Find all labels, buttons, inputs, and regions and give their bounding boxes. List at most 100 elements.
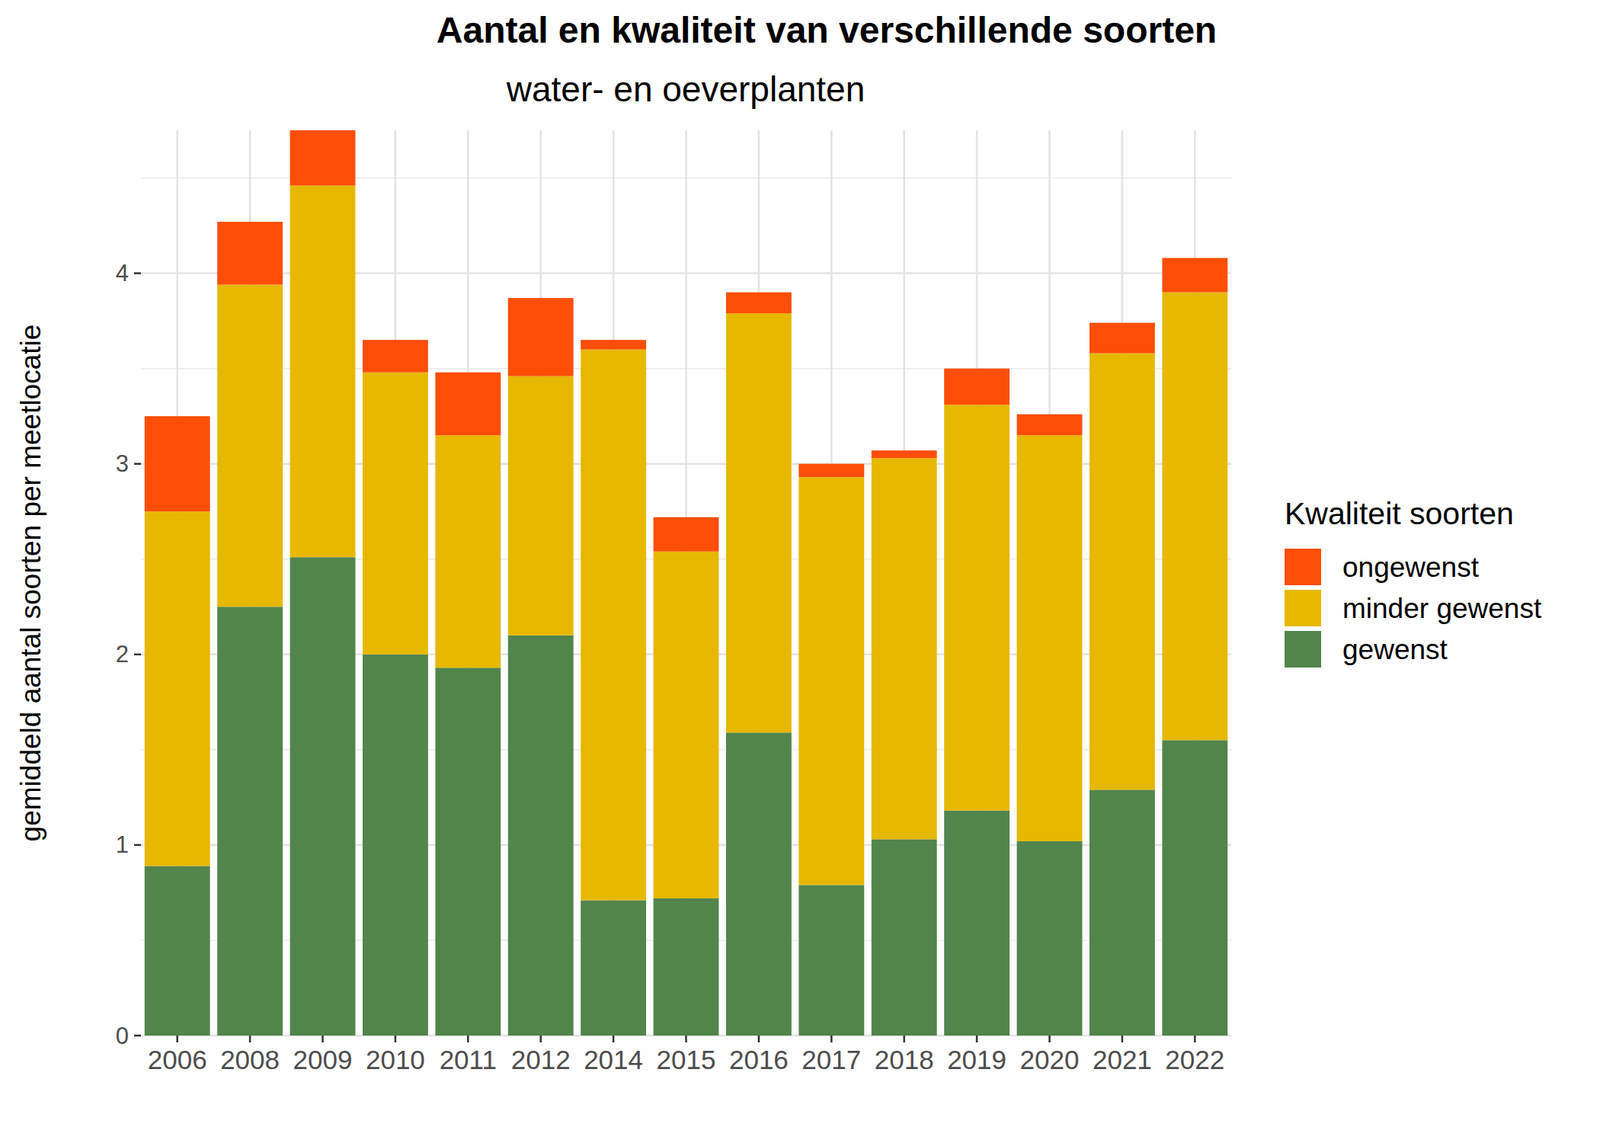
bar: [653, 551, 720, 899]
bar: [1161, 258, 1228, 293]
bar: [362, 372, 429, 655]
y-tick: [134, 1034, 141, 1037]
x-tick-label: 2022: [1164, 1044, 1225, 1075]
bar: [798, 884, 864, 1036]
y-tick-label: 2: [115, 640, 129, 668]
x-tick-label: 2018: [874, 1044, 935, 1075]
bar: [798, 464, 864, 478]
axes: 0 1 2 3 4 2006 2008 2009 2010 2011 2012 2014 2015 201…: [115, 259, 1225, 1075]
legend: Kwaliteit soorten ongewenst minder gewenst…: [1284, 496, 1543, 668]
background: [0, 0, 1600, 1143]
x-tick-label: 2008: [220, 1044, 280, 1075]
x-tick: [684, 1035, 688, 1043]
chart: 0 1 2 3 4 2006 2008 2009 2010 2011 2012 2014 2015 201…: [0, 0, 1600, 1143]
x-tick-label: 2012: [511, 1044, 571, 1075]
bar: [435, 667, 501, 1036]
bar: [508, 376, 574, 636]
bar: [362, 654, 429, 1036]
bar: [726, 292, 792, 314]
bar: [144, 511, 211, 866]
x-tick: [321, 1035, 324, 1043]
bar: [653, 517, 720, 552]
x-tick: [467, 1035, 470, 1043]
legend-key: [1284, 589, 1322, 627]
bar: [653, 898, 720, 1036]
bar: [1161, 739, 1228, 1036]
bar: [508, 635, 574, 1036]
bars: [144, 130, 1228, 1036]
y-tick-label: 4: [115, 259, 129, 287]
legend-key: [1284, 630, 1322, 668]
bar: [798, 476, 864, 885]
x-tick: [249, 1035, 252, 1043]
subtitle: water- en oeverplanten: [505, 69, 866, 109]
bar: [1161, 292, 1228, 741]
x-tick-label: 2017: [801, 1044, 861, 1075]
x-tick-label: 2006: [147, 1044, 208, 1075]
bar: [1017, 414, 1083, 436]
x-tick-label: 2019: [947, 1044, 1007, 1075]
bar: [580, 899, 647, 1036]
bar: [944, 404, 1010, 811]
x-tick: [902, 1035, 906, 1043]
x-tick: [1048, 1035, 1051, 1043]
x-tick-label: 2021: [1092, 1044, 1152, 1075]
x-tick-label: 2015: [656, 1044, 717, 1075]
bar: [508, 297, 574, 377]
x-tick-label: 2016: [729, 1044, 789, 1075]
bar: [144, 865, 211, 1036]
bar: [580, 349, 647, 901]
x-tick-label: 2009: [293, 1044, 353, 1075]
title: Aantal en kwaliteit van verschillende so…: [436, 9, 1217, 51]
x-tick-label: 2020: [1020, 1044, 1080, 1075]
y-tick: [134, 844, 141, 847]
legend-key: [1284, 548, 1322, 586]
y-tick-label: 3: [115, 450, 129, 477]
bar: [290, 556, 356, 1036]
bar: [144, 416, 211, 512]
x-tick: [1121, 1035, 1124, 1043]
y-tick-label: 0: [115, 1022, 129, 1050]
x-tick: [176, 1035, 179, 1043]
bar: [944, 810, 1010, 1036]
bar: [871, 450, 938, 458]
legend-label: ongewenst: [1342, 551, 1480, 583]
x-tick: [394, 1035, 397, 1043]
bar: [580, 339, 647, 350]
bar: [726, 313, 792, 733]
bar: [871, 838, 938, 1036]
bar: [217, 284, 283, 608]
y-tick: [134, 462, 141, 465]
x-tick: [612, 1035, 615, 1043]
x-tick: [976, 1035, 979, 1043]
bar: [1089, 789, 1156, 1036]
bar: [435, 372, 501, 436]
bar: [944, 368, 1010, 406]
legend-label: gewenst: [1342, 633, 1449, 666]
legend-title: Kwaliteit soorten: [1284, 496, 1514, 532]
bar: [290, 185, 356, 558]
y-tick: [134, 653, 141, 656]
bar: [362, 339, 429, 373]
x-tick: [1193, 1035, 1197, 1043]
bar: [435, 435, 501, 668]
bar: [290, 130, 356, 186]
bar: [726, 732, 792, 1036]
x-tick: [539, 1035, 542, 1043]
legend-label: minder gewenst: [1342, 592, 1543, 624]
x-tick-label: 2010: [365, 1044, 426, 1075]
bar: [1089, 353, 1156, 791]
x-tick-label: 2011: [439, 1044, 497, 1075]
bar: [871, 457, 938, 839]
y-tick: [134, 272, 141, 275]
bar: [1017, 435, 1083, 842]
x-tick: [758, 1035, 761, 1043]
y-tick-label: 1: [115, 831, 129, 858]
y-axis-title: gemiddeld aantal soorten per meetlocatie: [15, 324, 47, 842]
grid: [140, 130, 1232, 1036]
x-tick: [830, 1035, 833, 1043]
bar: [1089, 323, 1156, 354]
bar: [1017, 841, 1083, 1036]
bar: [217, 221, 283, 285]
x-tick-label: 2014: [583, 1044, 644, 1075]
